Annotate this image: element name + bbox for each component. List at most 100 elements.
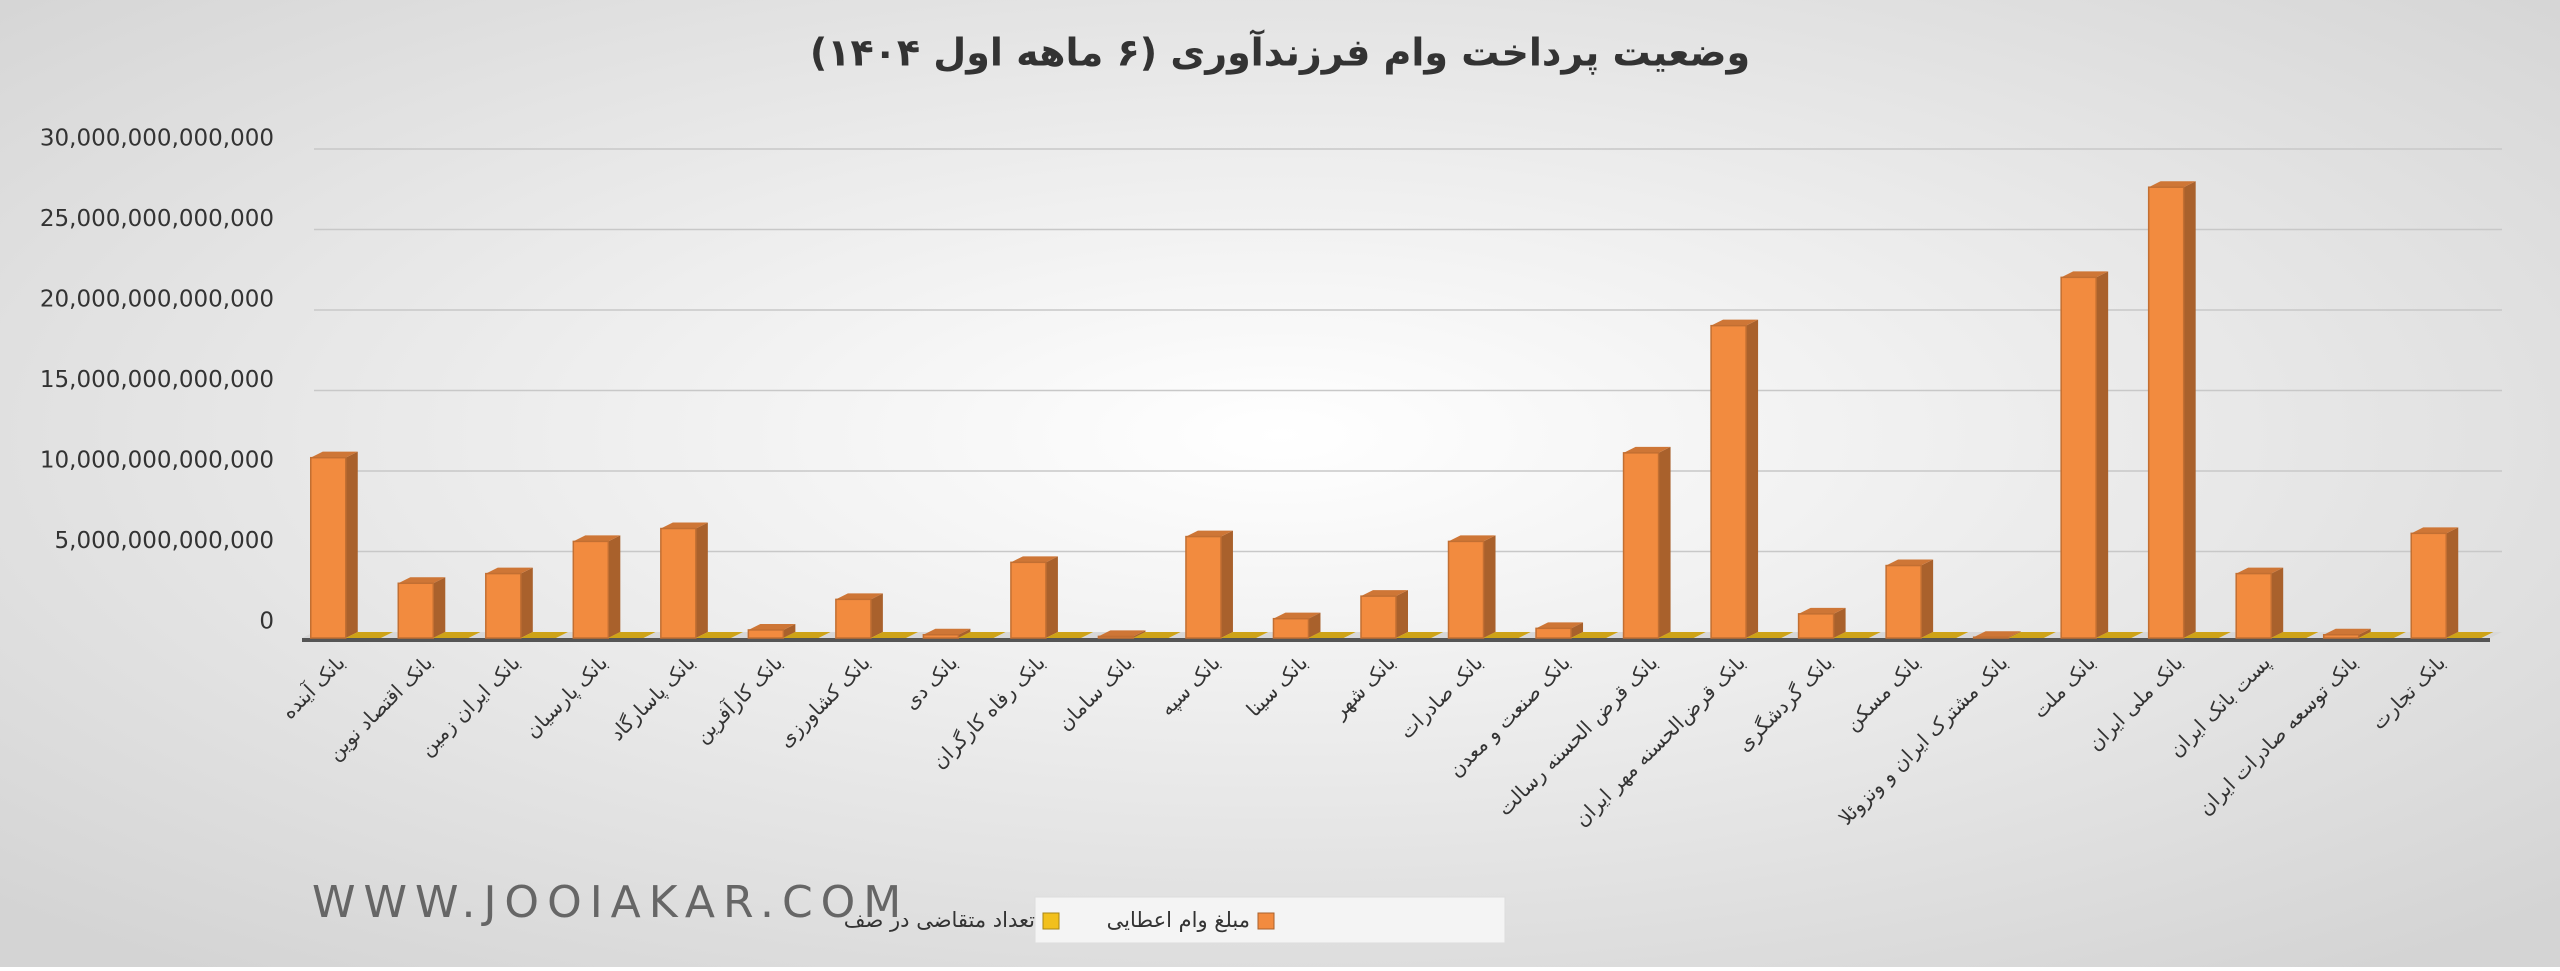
bar-top [1833, 632, 1881, 638]
y-tick-label: 10,000,000,000,000 [40, 448, 274, 474]
bar-top [870, 632, 918, 638]
bar-side [345, 451, 358, 638]
bar [1797, 613, 1835, 639]
bar-side [1833, 607, 1846, 638]
y-tick-label: 5,000,000,000,000 [55, 528, 274, 554]
bar [2322, 634, 2360, 639]
bar [1097, 635, 1135, 639]
bar-top [2411, 527, 2459, 534]
bar-top [345, 632, 393, 638]
bar-top [748, 623, 796, 630]
bar-side [608, 535, 621, 638]
bar-top [1798, 607, 1846, 614]
bar-top [573, 535, 621, 542]
y-tick-label: 30,000,000,000,000 [40, 126, 274, 152]
bar [922, 634, 960, 639]
bar-top [1711, 319, 1759, 326]
bar-top [1536, 622, 1584, 629]
bar [1272, 617, 1310, 639]
bar [1622, 452, 1660, 639]
bar-side [2271, 567, 2284, 638]
bar-side [2096, 271, 2109, 638]
bar-top [1396, 632, 1444, 638]
bar-side [520, 567, 533, 638]
bar-side [1658, 446, 1671, 638]
bar-top [2446, 632, 2494, 638]
bar [1710, 324, 1747, 639]
bar-top [1746, 632, 1794, 638]
bar-side [783, 623, 796, 638]
bar-top [310, 451, 358, 458]
bar-top [1133, 632, 1181, 638]
bar-top [1886, 559, 1934, 566]
bar-top [1098, 630, 1146, 637]
bar-side [2183, 181, 2196, 638]
y-tick-label: 15,000,000,000,000 [40, 367, 274, 393]
bar-top [1360, 590, 1408, 597]
legend-swatch [1042, 912, 1060, 930]
bar [310, 456, 347, 639]
bar-top [2183, 632, 2231, 638]
y-tick-label: 20,000,000,000,000 [40, 287, 274, 313]
bar-side [958, 628, 971, 638]
bar [660, 527, 697, 639]
bar-top [1448, 535, 1496, 542]
bar [1010, 561, 1047, 639]
bar-top [485, 567, 533, 574]
bar-top [695, 632, 743, 638]
bar-top [2148, 181, 2196, 188]
bar-side [1921, 559, 1934, 638]
bar-top [2096, 632, 2144, 638]
bar [1885, 564, 1922, 639]
bar-top [1973, 631, 2021, 638]
bar-top [520, 632, 568, 638]
bar-top [660, 522, 708, 529]
bar-top [2323, 628, 2371, 635]
bar [2410, 532, 2447, 639]
legend-swatch [1257, 912, 1275, 930]
chart-title: وضعیت پرداخت وام فرزندآوری (۶ ماهه اول ۱… [810, 29, 1750, 76]
bar-top [1623, 446, 1671, 453]
bar-top [783, 632, 831, 638]
bar [835, 598, 872, 639]
bar-top [2008, 632, 2056, 638]
bar-top [433, 632, 481, 638]
bar-top [1010, 556, 1058, 563]
bar-top [2236, 567, 2284, 574]
bar [485, 572, 522, 639]
bar [747, 629, 785, 639]
bar-top [1571, 632, 1619, 638]
bar [1360, 595, 1397, 639]
bar-side [2008, 631, 2021, 638]
bar-side [1571, 622, 1584, 638]
bar [1972, 636, 2010, 639]
legend-label: مبلغ وام اعطایی [1107, 908, 1250, 932]
bar [1185, 535, 1222, 639]
y-tick-label: 25,000,000,000,000 [40, 206, 274, 232]
bar [2147, 186, 2185, 639]
bar-top [1658, 632, 1706, 638]
bar-side [2446, 527, 2459, 638]
bar-top [1045, 632, 1093, 638]
bar-top [835, 593, 883, 600]
bar-top [1483, 632, 1531, 638]
bar-side [695, 522, 708, 638]
bar-side [1483, 535, 1496, 638]
bar-top [608, 632, 656, 638]
bar [1447, 540, 1485, 639]
bar [2060, 276, 2097, 639]
bar-side [1133, 630, 1146, 638]
bar-top [1273, 612, 1321, 619]
bar-top [1185, 530, 1233, 537]
bar-side [1396, 590, 1408, 638]
watermark: WWW.JOOIAKAR.COM [312, 877, 909, 928]
bar-top [1308, 632, 1356, 638]
bar-top [2061, 271, 2109, 278]
bar [572, 540, 610, 639]
bar [397, 582, 435, 639]
bar-top [1921, 632, 1969, 638]
bar-top [2358, 632, 2406, 638]
bar [1535, 627, 1572, 639]
